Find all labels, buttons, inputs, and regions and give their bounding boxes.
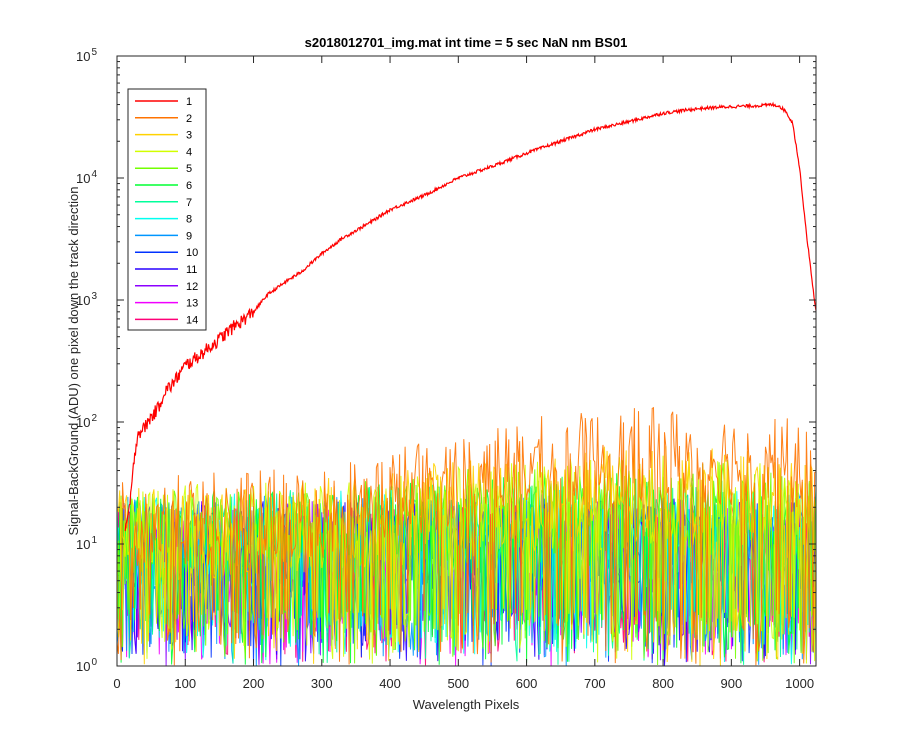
y-axis-label: Signal-BackGround (ADU) one pixel down t… <box>66 186 81 535</box>
legend-label-4: 4 <box>186 146 192 158</box>
legend-label-13: 13 <box>186 298 198 310</box>
x-tick-label: 900 <box>721 676 743 691</box>
x-axis-label: Wavelength Pixels <box>413 697 520 712</box>
x-tick-label: 100 <box>174 676 196 691</box>
legend-label-2: 2 <box>186 113 192 125</box>
legend-label-8: 8 <box>186 214 192 226</box>
x-tick-label: 200 <box>243 676 265 691</box>
x-tick-label: 600 <box>516 676 538 691</box>
legend-label-5: 5 <box>186 163 192 175</box>
chart-title: s2018012701_img.mat int time = 5 sec NaN… <box>305 35 628 50</box>
series-layer <box>116 101 817 666</box>
legend-label-14: 14 <box>186 314 198 326</box>
legend-label-1: 1 <box>186 96 192 108</box>
legend-box <box>127 88 207 331</box>
legend-label-10: 10 <box>186 247 198 259</box>
x-tick-label: 400 <box>379 676 401 691</box>
x-tick-label: 1000 <box>785 676 814 691</box>
legend-label-9: 9 <box>186 230 192 242</box>
ticks-layer: 0 100 200 300 400 500 600 700 800 900 100010010110… <box>76 47 816 691</box>
x-tick-label: 300 <box>311 676 333 691</box>
x-tick-label: 500 <box>447 676 469 691</box>
series-1-line <box>124 101 817 532</box>
legend-label-11: 11 <box>186 264 197 276</box>
x-tick-label: 700 <box>584 676 606 691</box>
series-2-line <box>116 406 817 666</box>
legend-label-3: 3 <box>186 130 192 142</box>
axes-box <box>116 55 817 667</box>
legend-label-7: 7 <box>186 197 192 209</box>
x-tick-label: 0 <box>113 676 120 691</box>
legend-label-12: 12 <box>186 281 198 293</box>
x-tick-label: 800 <box>652 676 674 691</box>
legend-label-6: 6 <box>186 180 192 192</box>
